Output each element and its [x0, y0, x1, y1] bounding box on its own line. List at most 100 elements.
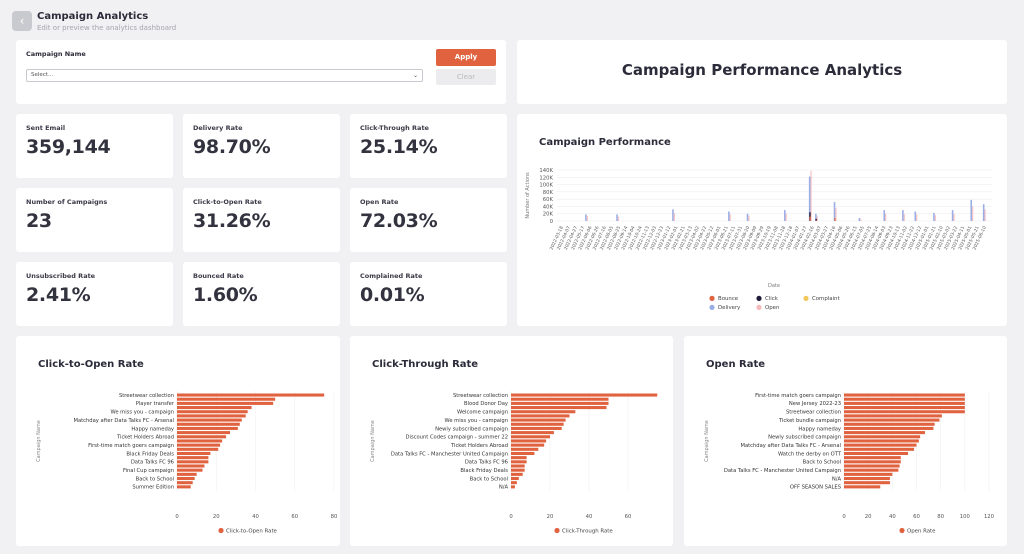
bounce-bar — [815, 220, 817, 221]
category-label: New Jersey 2022-23 — [789, 401, 841, 407]
open-bar — [748, 215, 750, 221]
category-label: Happy nameday — [131, 426, 174, 432]
bar — [844, 426, 934, 430]
bar — [844, 451, 909, 456]
bar — [844, 410, 965, 414]
kpi-value: 2.41% — [26, 284, 91, 306]
click-through-card: Click-Through Rate 0 20 40 60 Streetwear col… — [350, 336, 673, 546]
category-label: Matchday after Data Talks FC - Arsenal — [740, 443, 841, 449]
open-bar — [835, 207, 837, 221]
campaign-performance-card: Campaign Performance 0 20K 40K 60K 80K 100K 12… — [517, 114, 1007, 326]
x-tick-label: 40 — [586, 514, 593, 520]
bar — [511, 468, 525, 472]
open-bar — [586, 215, 588, 221]
y-tick-label: 60K — [543, 197, 554, 203]
bar — [177, 410, 248, 414]
x-tick-label: 40 — [252, 514, 259, 520]
click-through-chart: 0 20 40 60 Streetwear collection Blood Donor … — [370, 391, 658, 535]
select-placeholder: Select... — [31, 72, 54, 78]
bar — [844, 447, 915, 451]
open-bar — [673, 212, 675, 221]
kpi-card: Bounced Rate 1.60% — [183, 262, 340, 326]
kpi-card: Open Rate 72.03% — [350, 188, 507, 252]
delivery-bar — [728, 211, 730, 221]
bar — [177, 431, 230, 435]
x-tick-label: 100 — [960, 514, 971, 520]
bar — [511, 410, 576, 414]
category-label: Data Talks FC - Manchester United Campai… — [391, 451, 508, 457]
app-title: Campaign Analytics — [37, 11, 149, 22]
open-bar — [810, 170, 812, 221]
x-axis-label: Date — [768, 283, 780, 289]
bar — [844, 406, 965, 410]
y-tick-label: 40K — [543, 204, 554, 210]
bar — [511, 460, 527, 464]
category-label: Streetwear collection — [453, 393, 508, 399]
kpi-value: 25.14% — [360, 136, 438, 158]
y-axis-label: Campaign Name — [704, 420, 710, 462]
y-tick-label: 80K — [543, 190, 554, 196]
x-tick-label: 60 — [291, 514, 298, 520]
click-bar — [815, 218, 817, 221]
y-tick-label: 20K — [543, 212, 554, 218]
x-tick-label: 20 — [865, 514, 872, 520]
bar — [511, 431, 554, 435]
bar — [511, 397, 609, 401]
legend-label: Click-Through Rate — [562, 529, 613, 535]
bar — [844, 472, 893, 476]
bar — [844, 456, 901, 460]
kpi-label: Complained Rate — [360, 272, 423, 280]
category-label: Final Cup campaign — [123, 468, 174, 474]
bounce-bar — [809, 216, 811, 221]
bar — [844, 468, 899, 472]
apply-button[interactable]: Apply — [436, 49, 496, 66]
chart-title: Click-Through Rate — [372, 359, 479, 370]
category-label: Ticket Holders Abroad — [450, 443, 508, 449]
bar — [177, 451, 211, 456]
legend-swatch — [554, 527, 560, 534]
bar — [511, 476, 519, 481]
category-label: Discount Codes campaign - summer 22 — [406, 435, 508, 441]
bar — [177, 393, 325, 397]
bar — [844, 485, 881, 489]
delivery-bar — [970, 199, 973, 221]
category-label: Ticket bundle campaign — [778, 418, 841, 424]
delivery-bar — [883, 210, 886, 221]
kpi-label: Bounced Rate — [193, 272, 244, 280]
bar — [177, 406, 252, 410]
y-tick-label: 100K — [539, 183, 553, 189]
category-label: Blood Donor Day — [464, 401, 508, 407]
x-tick-label: 0 — [842, 514, 846, 520]
bar — [511, 426, 562, 430]
bar — [844, 443, 917, 447]
back-button[interactable]: ‹ — [12, 11, 32, 31]
kpi-value: 1.60% — [193, 284, 258, 306]
bar — [177, 472, 197, 476]
campaign-select[interactable]: Select... ⌄ — [26, 69, 423, 82]
bar — [511, 401, 609, 405]
bar — [844, 422, 935, 426]
bar — [511, 406, 607, 410]
category-label: Black Friday Deals — [126, 451, 174, 457]
kpi-card: Complained Rate 0.01% — [350, 262, 507, 326]
category-label: OFF SEASON SALES — [790, 485, 841, 491]
bar — [511, 447, 539, 451]
kpi-card: Sent Email 359,144 — [16, 114, 173, 178]
open-bar — [617, 216, 620, 221]
bar — [844, 418, 940, 422]
bar — [511, 393, 658, 397]
open-bar — [984, 209, 986, 221]
category-label: Happy nameday — [798, 426, 841, 432]
open-bar — [816, 215, 818, 221]
open-bar — [953, 213, 955, 221]
delivery-bar — [784, 210, 786, 221]
delivery-bar — [616, 214, 618, 221]
bar — [511, 439, 547, 443]
clear-button[interactable]: Clear — [436, 69, 496, 85]
bar — [177, 456, 209, 460]
category-label: Back to School — [803, 460, 841, 466]
category-label: First-time match goers campaign — [88, 443, 174, 449]
category-label: Newly subscribed campaign — [435, 426, 508, 432]
category-label: N/A — [499, 485, 509, 491]
bar — [844, 481, 890, 485]
